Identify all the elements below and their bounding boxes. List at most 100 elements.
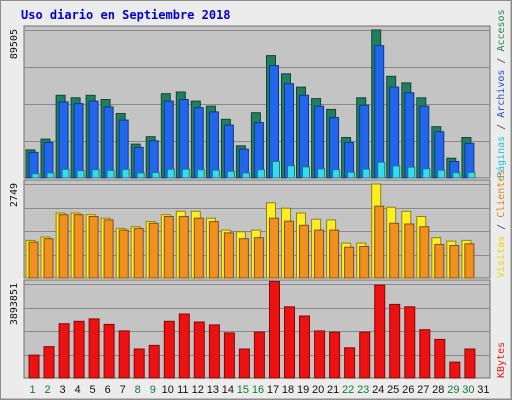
bar-pginas-day-11 [181, 168, 190, 179]
x-tick-label-day-5: 5 [90, 384, 96, 396]
x-tick-label-day-31: 31 [477, 384, 489, 396]
bar-pginas-day-9 [151, 172, 160, 179]
bar-pginas-day-1 [31, 173, 40, 179]
x-tick-label-day-9: 9 [150, 384, 156, 396]
bar-kbytes-day-9 [148, 344, 160, 379]
bar-clientes-day-9 [148, 222, 159, 279]
legend-part: Clientes [496, 170, 507, 218]
bar-pginas-day-16 [256, 169, 265, 179]
legend-part: / [496, 218, 507, 236]
bar-clientes-day-19 [299, 224, 309, 279]
bar-clientes-day-14 [223, 232, 234, 279]
bar-pginas-day-12 [196, 169, 205, 179]
bar-kbytes-day-13 [208, 324, 220, 379]
x-tick-label-day-22: 22 [342, 384, 354, 396]
bar-archivos-day-19 [299, 94, 309, 179]
bar-pginas-day-2 [46, 172, 55, 179]
bar-pginas-day-7 [121, 168, 130, 179]
bar-pginas-day-24 [377, 161, 386, 179]
bar-clientes-day-3 [58, 214, 69, 279]
bar-clientes-day-4 [73, 214, 84, 279]
x-tick-label-day-2: 2 [44, 384, 50, 396]
bar-kbytes-day-14 [223, 332, 235, 379]
bar-clientes-day-5 [88, 216, 99, 279]
bar-kbytes-day-29 [449, 361, 461, 379]
bar-clientes-day-13 [208, 221, 219, 279]
x-tick-label-day-14: 14 [222, 384, 234, 396]
bar-clientes-day-17 [269, 217, 279, 279]
bar-kbytes-day-12 [193, 321, 205, 379]
bar-kbytes-day-22 [344, 347, 356, 379]
bar-kbytes-day-17 [269, 280, 280, 379]
bar-pginas-day-19 [302, 166, 310, 179]
bar-kbytes-day-16 [253, 331, 265, 379]
x-tick-label-day-25: 25 [387, 384, 399, 396]
bar-clientes-day-21 [329, 229, 340, 279]
bar-pginas-day-28 [437, 169, 446, 179]
bar-pginas-day-18 [287, 165, 295, 179]
x-tick-label-day-3: 3 [60, 384, 66, 396]
x-tick-label-day-7: 7 [120, 384, 126, 396]
bar-kbytes-day-23 [359, 331, 371, 379]
bar-kbytes-day-6 [103, 323, 115, 379]
bar-archivos-day-14 [223, 124, 234, 179]
bar-clientes-day-28 [434, 244, 445, 279]
legend-part: Accesos [496, 9, 507, 51]
bar-kbytes-day-1 [28, 354, 40, 379]
bar-kbytes-day-24 [374, 284, 386, 379]
bar-clientes-day-6 [103, 219, 114, 279]
bar-kbytes-day-28 [434, 338, 446, 379]
bar-clientes-day-29 [449, 245, 460, 279]
bar-clientes-day-18 [284, 220, 294, 279]
bar-kbytes-day-27 [419, 329, 431, 379]
bar-kbytes-day-2 [43, 346, 55, 379]
bar-pginas-day-5 [91, 169, 100, 179]
bar-pginas-day-14 [226, 170, 235, 179]
legend-part: Visitas [496, 236, 507, 278]
x-tick-label-day-20: 20 [312, 384, 324, 396]
chart-title: Uso diario en Septiembre 2018 [21, 8, 231, 22]
bar-archivos-day-18 [284, 83, 294, 179]
bar-kbytes-day-4 [73, 320, 85, 379]
bar-clientes-day-12 [193, 217, 204, 279]
x-tick-label-day-29: 29 [447, 384, 459, 396]
bar-pginas-day-23 [362, 168, 371, 179]
bar-kbytes-day-19 [299, 315, 310, 379]
x-tick-label-day-8: 8 [135, 384, 141, 396]
x-tick-label-day-11: 11 [177, 384, 188, 396]
bar-clientes-day-25 [389, 222, 400, 279]
bar-archivos-day-10 [163, 100, 174, 179]
bar-archivos-day-26 [404, 92, 415, 179]
bar-pginas-day-3 [61, 168, 70, 179]
x-tick-label-day-21: 21 [327, 384, 339, 396]
x-tick-label-day-27: 27 [417, 384, 429, 396]
bar-archivos-day-3 [58, 101, 69, 179]
bar-clientes-day-23 [359, 246, 370, 279]
legend-label-bottom: KBytes [496, 342, 507, 378]
bar-kbytes-day-11 [178, 313, 190, 379]
y-tick-label: 2749 [9, 183, 20, 207]
y-tick-label: 89505 [9, 29, 20, 59]
legend-part: / [496, 118, 507, 136]
bar-kbytes-day-10 [163, 320, 175, 379]
bar-clientes-day-16 [253, 237, 264, 279]
x-tick-label-day-24: 24 [372, 384, 384, 396]
bar-clientes-day-20 [314, 229, 325, 279]
bar-clientes-day-10 [163, 216, 174, 279]
bar-clientes-day-11 [178, 216, 189, 279]
x-tick-label-day-19: 19 [297, 384, 309, 396]
legend-label-top: Páginas / Archivos / Accesos [495, 9, 507, 178]
bar-kbytes-day-8 [133, 348, 145, 379]
legend-part: Archivos [496, 70, 507, 118]
bar-kbytes-day-30 [464, 348, 476, 379]
bar-kbytes-day-20 [314, 330, 326, 379]
bar-clientes-day-2 [43, 238, 54, 279]
bar-clientes-day-8 [133, 227, 144, 279]
bar-clientes-day-27 [419, 226, 430, 279]
bar-archivos-day-12 [193, 107, 204, 179]
legend-part: Páginas [495, 136, 507, 178]
legend-part: KBytes [496, 342, 507, 378]
bar-archivos-day-23 [359, 104, 370, 179]
bar-pginas-day-8 [136, 172, 145, 179]
